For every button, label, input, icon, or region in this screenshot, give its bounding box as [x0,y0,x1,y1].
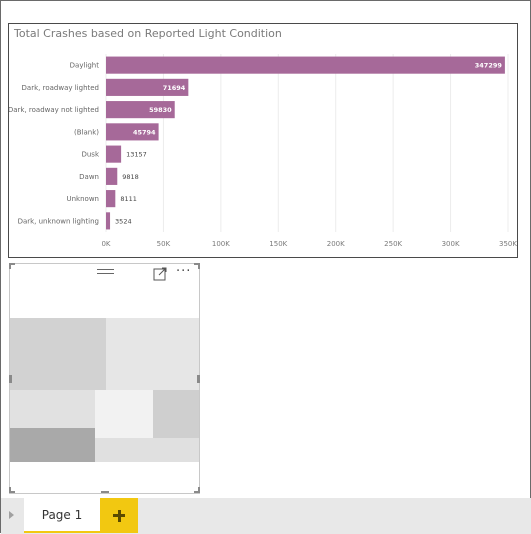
resize-handle-right[interactable] [197,375,200,383]
bar [106,145,122,163]
data-label: 71694 [163,84,186,92]
category-label: Unknown [67,195,100,203]
bar [106,101,175,119]
x-tick-label: 200K [327,240,345,248]
bar [106,190,116,208]
bar [106,123,159,141]
treemap-tile [95,438,199,462]
x-tick-label: 100K [212,240,230,248]
data-label: 13157 [126,151,147,159]
treemap-tile [153,390,199,438]
bar [106,56,505,74]
treemap-tile [95,390,153,438]
resize-handle-top-left[interactable] [9,263,15,265]
chart-title: Total Crashes based on Reported Light Co… [14,27,282,40]
treemap-tile [10,390,95,428]
resize-handle-top-right[interactable] [198,263,200,269]
x-tick-label: 350K [499,240,517,248]
chevron-left-icon[interactable] [9,511,14,519]
resize-handle-bottom-left[interactable] [9,487,11,493]
treemap-tile [106,318,199,390]
treemap-tile [10,318,106,390]
tab-page-1[interactable]: Page 1 [24,498,100,533]
category-label: Dusk [81,151,99,159]
plus-icon [117,509,121,522]
bar-chart-svg: 0K 50K 100K 150K 200K 250K 300K 350K Daylight 347… [9,54,517,248]
category-label: (Blank) [74,128,99,136]
category-label: Daylight [70,62,100,70]
category-label: Dark, unknown lighting [18,217,99,225]
treemap-tile [10,428,95,462]
data-label: 9818 [122,173,139,181]
x-tick-label: 250K [384,240,402,248]
category-label: Dark, roadway lighted [22,84,99,92]
resize-handle-bottom-right[interactable] [198,487,200,493]
data-label: 8111 [120,195,137,203]
bar [106,212,111,230]
data-label: 59830 [149,106,172,114]
resize-handle-left[interactable] [9,375,12,383]
x-tick-label: 0K [101,240,110,248]
drag-grip-icon[interactable] [97,269,114,277]
category-label: Dawn [79,173,99,181]
data-label: 347299 [475,62,503,70]
resize-handle-top-right[interactable] [194,263,200,265]
focus-mode-icon[interactable] [153,267,167,281]
resize-handle-bottom-left[interactable] [9,491,15,493]
page-tab-bar: Page 1 [1,498,531,534]
x-tick-label: 150K [269,240,287,248]
category-label: Dark, roadway not lighted [9,106,99,114]
x-tick-label: 300K [442,240,460,248]
bar-chart-visual[interactable]: Total Crashes based on Reported Light Co… [8,23,518,258]
bar [106,167,118,185]
add-page-button[interactable] [100,498,138,533]
resize-handle-top-left[interactable] [9,263,11,269]
more-options-icon[interactable]: ··· [176,264,192,279]
visual-header: ··· [10,264,199,284]
bar [106,78,189,96]
x-tick-label: 50K [157,240,171,248]
data-label: 3524 [115,217,132,225]
resize-handle-bottom-right[interactable] [194,491,200,493]
resize-handle-bottom[interactable] [101,491,109,493]
treemap-visual-placeholder[interactable]: ··· [9,263,200,494]
data-label: 45794 [133,128,156,136]
